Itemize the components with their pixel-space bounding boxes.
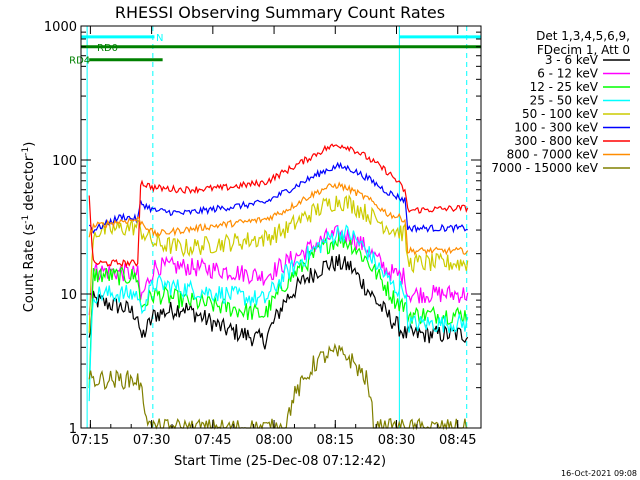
state-bar-label-3: RD4 [69,56,90,67]
series-line-3-6-kev [88,254,469,350]
series-line-6-12-kev [88,224,469,316]
x-tick-label-4: 08:15 [317,433,354,448]
legend-label-7: 800 - 7000 keV [507,148,599,162]
y-tick-label-1: 10 [60,288,77,303]
legend: Det 1,3,4,5,6,9,FDecim 1, Att 03 - 6 keV… [491,29,630,175]
x-axis-ticks: 07:15 07:30 07:45 08:00 08:15 08:30 08:45 [72,26,476,448]
y-axis-label-part1: Count Rate (s [22,224,37,313]
series-line-25-50-kev [88,224,469,402]
x-tick-label-2: 07:45 [194,433,231,448]
y-axis-label-sup1: -1 [21,215,31,224]
footer-timestamp: 16-Oct-2021 09:08 [561,469,637,478]
y-tick-label-3: 1000 [44,20,77,35]
series-line-300-800-kev [88,143,469,269]
series-line-800-7000-kev [88,181,469,256]
plot-area: N RD0 RD4 [69,26,481,431]
y-tick-label-0: 1 [69,422,77,437]
y-axis-label: Count Rate (s-1 detector-1) [21,142,37,313]
y-axis-ticks: 1 10 100 1000 [44,20,481,437]
chart-title: RHESSI Observing Summary Count Rates [115,3,445,22]
x-tick-label-3: 08:00 [255,433,292,448]
series-line-50-100-kev [88,194,469,333]
legend-label-3: 25 - 50 keV [530,94,599,108]
series-line-12-25-kev [88,233,469,389]
x-tick-label-5: 08:30 [378,433,415,448]
x-tick-label-1: 07:30 [133,433,170,448]
legend-label-2: 12 - 25 keV [530,80,599,94]
x-tick-label-0: 07:15 [72,433,109,448]
legend-label-8: 7000 - 15000 keV [491,161,598,175]
legend-label-1: 6 - 12 keV [537,67,599,81]
state-bar-label-2: RD0 [97,43,118,54]
series-line-100-300-kev [88,161,468,235]
x-tick-label-6: 08:45 [439,433,476,448]
legend-header-0: Det 1,3,4,5,6,9, [536,29,630,43]
legend-label-6: 300 - 800 keV [514,134,598,148]
legend-header-1: FDecim 1, Att 0 [537,43,630,57]
y-axis-label-sup2: -1 [21,147,31,156]
x-axis-label: Start Time (25-Dec-08 07:12:42) [174,454,386,469]
y-axis-label-part2: detector [22,155,37,215]
y-axis-label-part3: ) [22,142,37,147]
state-bar-label-0: N [156,33,163,44]
legend-label-5: 100 - 300 keV [514,121,598,135]
series-line-7000-15000-kev [88,342,468,431]
y-tick-label-2: 100 [52,154,77,169]
legend-label-0: 3 - 6 keV [545,53,599,67]
plot-frame [80,25,482,429]
legend-label-4: 50 - 100 keV [522,107,599,121]
